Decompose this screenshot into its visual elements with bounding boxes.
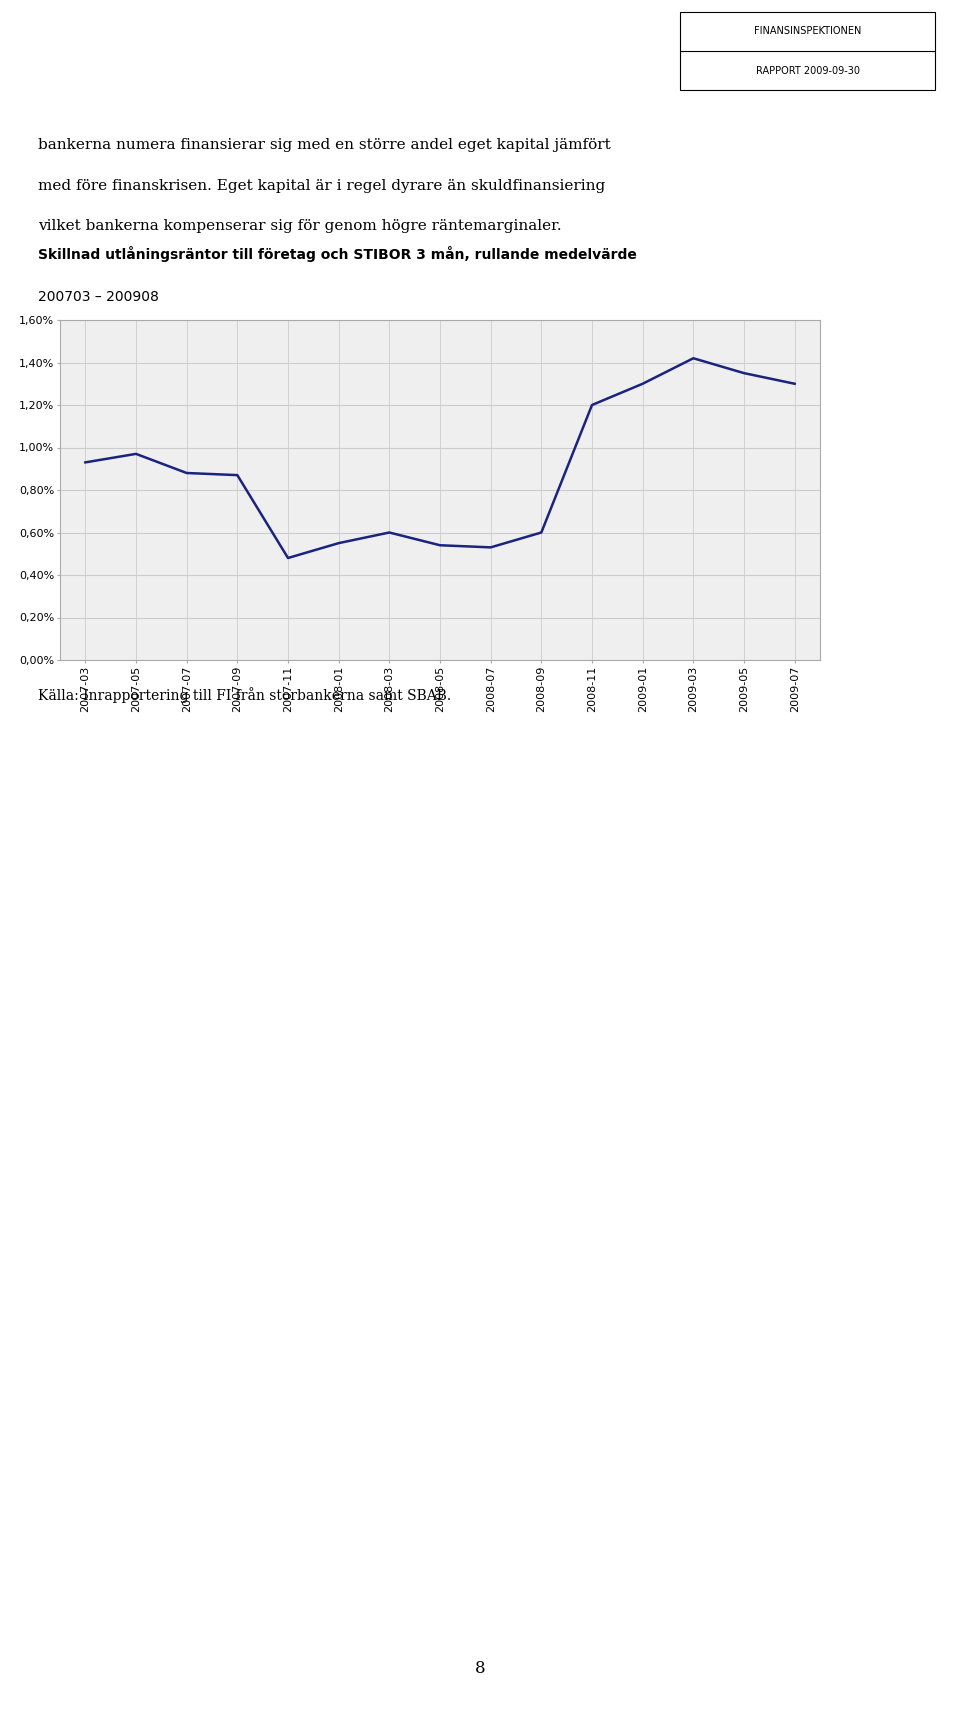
- Text: med före finanskrisen. Eget kapital är i regel dyrare än skuldfinansiering: med före finanskrisen. Eget kapital är i…: [38, 178, 606, 193]
- Text: Skillnad utlåningsräntor till företag och STIBOR 3 mån, rullande medelvärde: Skillnad utlåningsräntor till företag oc…: [38, 247, 637, 262]
- Text: RAPPORT 2009-09-30: RAPPORT 2009-09-30: [756, 66, 859, 76]
- Text: bankerna numera finansierar sig med en större andel eget kapital jämfört: bankerna numera finansierar sig med en s…: [38, 138, 612, 152]
- Text: FINANSINSPEKTIONEN: FINANSINSPEKTIONEN: [754, 26, 861, 36]
- Text: vilket bankerna kompenserar sig för genom högre räntemarginaler.: vilket bankerna kompenserar sig för geno…: [38, 219, 562, 233]
- Text: 8: 8: [474, 1661, 486, 1677]
- Text: Källa: Inrapportering till FI från storbankerna samt SBAB.: Källa: Inrapportering till FI från storb…: [38, 687, 451, 702]
- Text: 200703 – 200908: 200703 – 200908: [38, 290, 159, 304]
